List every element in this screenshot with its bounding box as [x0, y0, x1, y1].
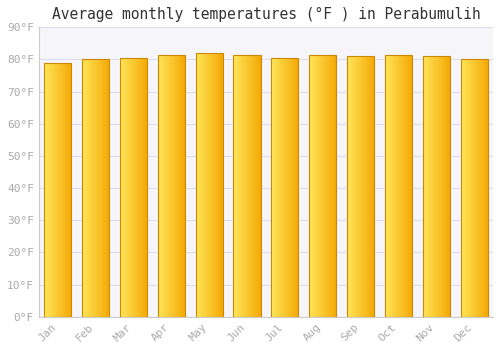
Bar [385, 55, 412, 317]
Bar [271, 58, 298, 317]
Bar [44, 63, 72, 317]
Bar [196, 53, 223, 317]
Bar [309, 55, 336, 317]
Bar [347, 56, 374, 317]
Bar [158, 55, 185, 317]
Bar [234, 55, 260, 317]
Bar [460, 60, 488, 317]
Bar [422, 56, 450, 317]
Bar [120, 58, 147, 317]
Bar [82, 60, 109, 317]
Title: Average monthly temperatures (°F ) in Perabumulih: Average monthly temperatures (°F ) in Pe… [52, 7, 480, 22]
